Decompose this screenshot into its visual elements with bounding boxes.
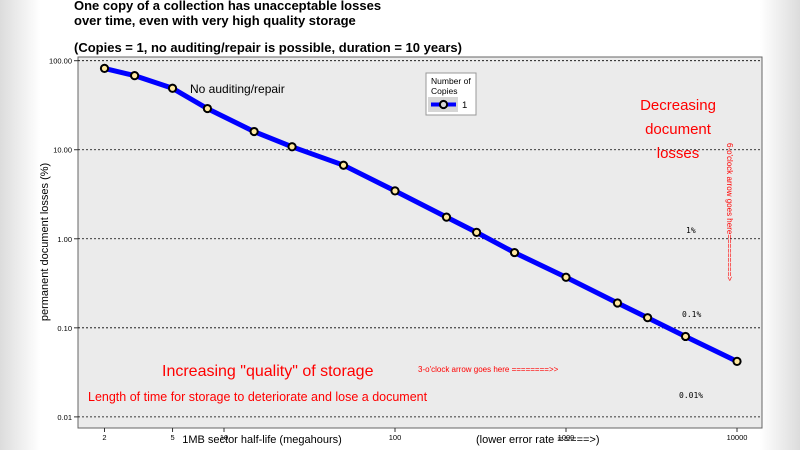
data-point bbox=[167, 83, 178, 93]
annotation-length-of-time: Length of time for storage to deteriorat… bbox=[88, 390, 428, 404]
y-tick-label: 0.10 bbox=[57, 324, 72, 333]
legend-title-line-2: Copies bbox=[431, 86, 457, 96]
annotation-increasing-quality: Increasing "quality" of storage bbox=[162, 363, 374, 380]
data-point bbox=[471, 227, 482, 237]
chart-subtitle: (Copies = 1, no auditing/repair is possi… bbox=[74, 40, 462, 55]
data-point bbox=[680, 331, 691, 342]
chart-title-line-1: One copy of a collection has unacceptabl… bbox=[74, 0, 382, 13]
data-point bbox=[129, 71, 140, 81]
x-tick-label: 5 bbox=[170, 433, 174, 442]
legend-title-line-1: Number of bbox=[431, 76, 471, 86]
x-axis-ticks: 2 5 10 100 1000 10000 bbox=[102, 428, 747, 442]
data-point bbox=[249, 126, 259, 137]
data-point bbox=[441, 212, 452, 222]
x-tick-label: 1000 bbox=[558, 433, 575, 442]
data-point bbox=[99, 63, 110, 73]
data-point bbox=[338, 160, 349, 170]
series-line bbox=[102, 65, 740, 364]
data-point bbox=[732, 356, 742, 366]
y-axis-label: permanent document losses (%) bbox=[39, 163, 51, 321]
annotation-decreasing-line-1: Decreasing bbox=[640, 97, 716, 114]
y-axis-ticks: 0.01 0.10 1.00 10.00 100.00 bbox=[49, 57, 78, 422]
x-tick-label: 2 bbox=[102, 433, 106, 442]
data-point bbox=[509, 247, 520, 258]
annotation-lower-error-rate: (lower error rate =====>) bbox=[476, 434, 600, 446]
data-point bbox=[561, 272, 571, 282]
legend-marker-swatch bbox=[438, 99, 449, 110]
annotation-point-zero-one-percent: 0.01% bbox=[679, 391, 703, 400]
y-tick-label: 0.01 bbox=[57, 413, 72, 422]
annotation-one-percent: 1% bbox=[686, 226, 696, 235]
legend: Number of Copies 1 bbox=[425, 72, 477, 116]
y-tick-label: 10.00 bbox=[53, 146, 72, 155]
data-point bbox=[642, 313, 653, 323]
annotation-vertical-arrow: 6-o'clock arrow goes here=========> bbox=[725, 143, 734, 281]
chart-title-line-2: over time, even with very high quality s… bbox=[74, 13, 356, 28]
y-gridlines bbox=[78, 60, 762, 418]
y-tick-label: 1.00 bbox=[57, 235, 72, 244]
y-tick-label: 100.00 bbox=[49, 57, 72, 66]
data-point bbox=[612, 298, 623, 308]
annotation-no-auditing: No auditing/repair bbox=[190, 82, 285, 96]
x-axis-label: 1MB sector half-life (megahours) bbox=[182, 434, 342, 446]
annotation-decreasing-line-3: losses bbox=[657, 145, 700, 162]
plot-area bbox=[77, 56, 763, 429]
x-tick-label: 10 bbox=[220, 433, 228, 442]
legend-entry-label: 1 bbox=[462, 100, 467, 111]
annotation-horizontal-arrow: 3-o'clock arrow goes here ========>> bbox=[418, 365, 559, 374]
x-tick-label: 10000 bbox=[727, 433, 748, 442]
data-point bbox=[202, 103, 213, 114]
x-tick-label: 100 bbox=[389, 433, 402, 442]
data-point bbox=[390, 186, 400, 196]
annotation-point-one-percent: 0.1% bbox=[682, 310, 701, 319]
data-point bbox=[287, 142, 297, 152]
series-layer bbox=[99, 63, 742, 366]
annotation-decreasing-line-2: document bbox=[645, 121, 712, 138]
